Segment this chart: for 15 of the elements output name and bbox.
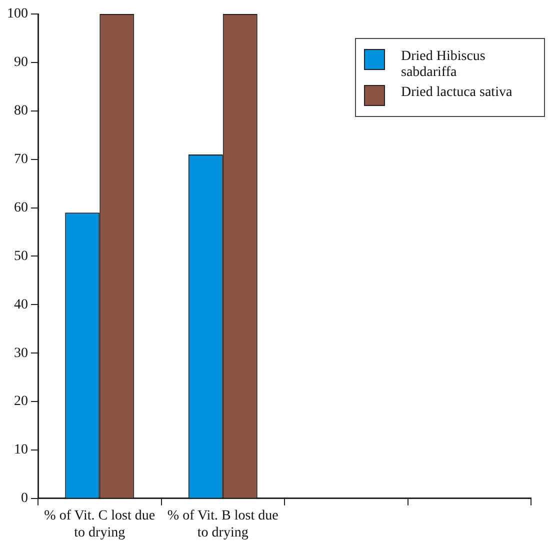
y-tick-label: 10 — [14, 442, 28, 458]
y-tick-label: 20 — [14, 394, 28, 410]
x-tick-label: % of Vit. B lost due to drying — [167, 508, 278, 540]
y-tick-label: 50 — [14, 248, 28, 264]
y-tick-label: 40 — [14, 297, 28, 312]
y-tick-label: 80 — [14, 104, 28, 119]
legend-label: Dried Hibiscus sabdariffa — [401, 49, 486, 81]
y-tick-label: 0 — [21, 491, 28, 506]
y-tick-label: 30 — [14, 346, 28, 361]
x-tick-label: % of Vit. C lost due to drying — [44, 508, 156, 540]
y-tick-label: 70 — [14, 152, 28, 167]
legend-label: Dried lactuca sativa — [401, 85, 512, 101]
y-tick-label: 60 — [14, 200, 28, 216]
y-tick-label: 100 — [7, 6, 28, 22]
y-tick-label: 90 — [14, 55, 28, 70]
